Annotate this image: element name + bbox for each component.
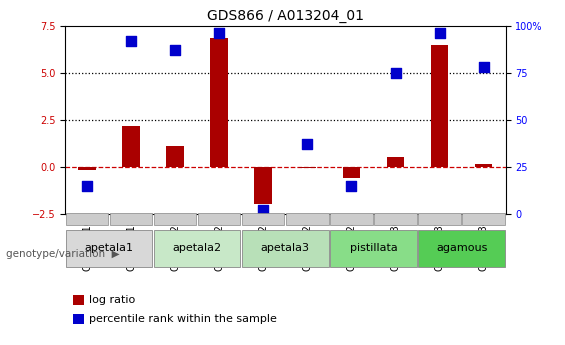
Bar — [122, 126, 140, 167]
Text: log ratio: log ratio — [89, 295, 136, 305]
Bar — [66, 230, 152, 267]
Bar — [254, 167, 272, 205]
Bar — [463, 213, 505, 225]
Bar — [331, 230, 416, 267]
Bar — [419, 230, 505, 267]
Point — [215, 31, 224, 36]
Bar — [73, 295, 84, 305]
Bar — [431, 45, 449, 167]
Bar — [110, 213, 152, 225]
Bar — [210, 38, 228, 167]
Bar — [386, 157, 405, 167]
Text: pistillata: pistillata — [350, 244, 397, 253]
Bar — [331, 213, 372, 225]
Bar — [375, 213, 416, 225]
Text: apetala3: apetala3 — [261, 244, 310, 253]
Point — [259, 207, 268, 213]
Point — [82, 183, 92, 188]
Bar — [242, 213, 284, 225]
Bar — [154, 213, 196, 225]
Point — [303, 141, 312, 147]
Bar — [342, 167, 360, 178]
Bar — [78, 167, 96, 170]
Text: genotype/variation  ▶: genotype/variation ▶ — [6, 249, 119, 258]
Bar — [198, 213, 240, 225]
Text: apetala1: apetala1 — [85, 244, 133, 253]
Point — [171, 48, 180, 53]
Bar — [154, 230, 240, 267]
Text: apetala2: apetala2 — [173, 244, 221, 253]
Bar — [419, 213, 460, 225]
Bar — [475, 164, 493, 167]
Text: agamous: agamous — [436, 244, 487, 253]
Point — [391, 70, 400, 76]
Bar — [66, 213, 108, 225]
Title: GDS866 / A013204_01: GDS866 / A013204_01 — [207, 9, 364, 23]
Text: percentile rank within the sample: percentile rank within the sample — [89, 314, 277, 324]
Bar — [166, 146, 184, 167]
Bar — [242, 230, 328, 267]
Point — [127, 38, 136, 44]
Bar — [286, 213, 328, 225]
Point — [347, 183, 356, 188]
Bar — [298, 167, 316, 168]
Point — [435, 31, 444, 36]
Bar — [73, 314, 84, 324]
Point — [479, 65, 488, 70]
